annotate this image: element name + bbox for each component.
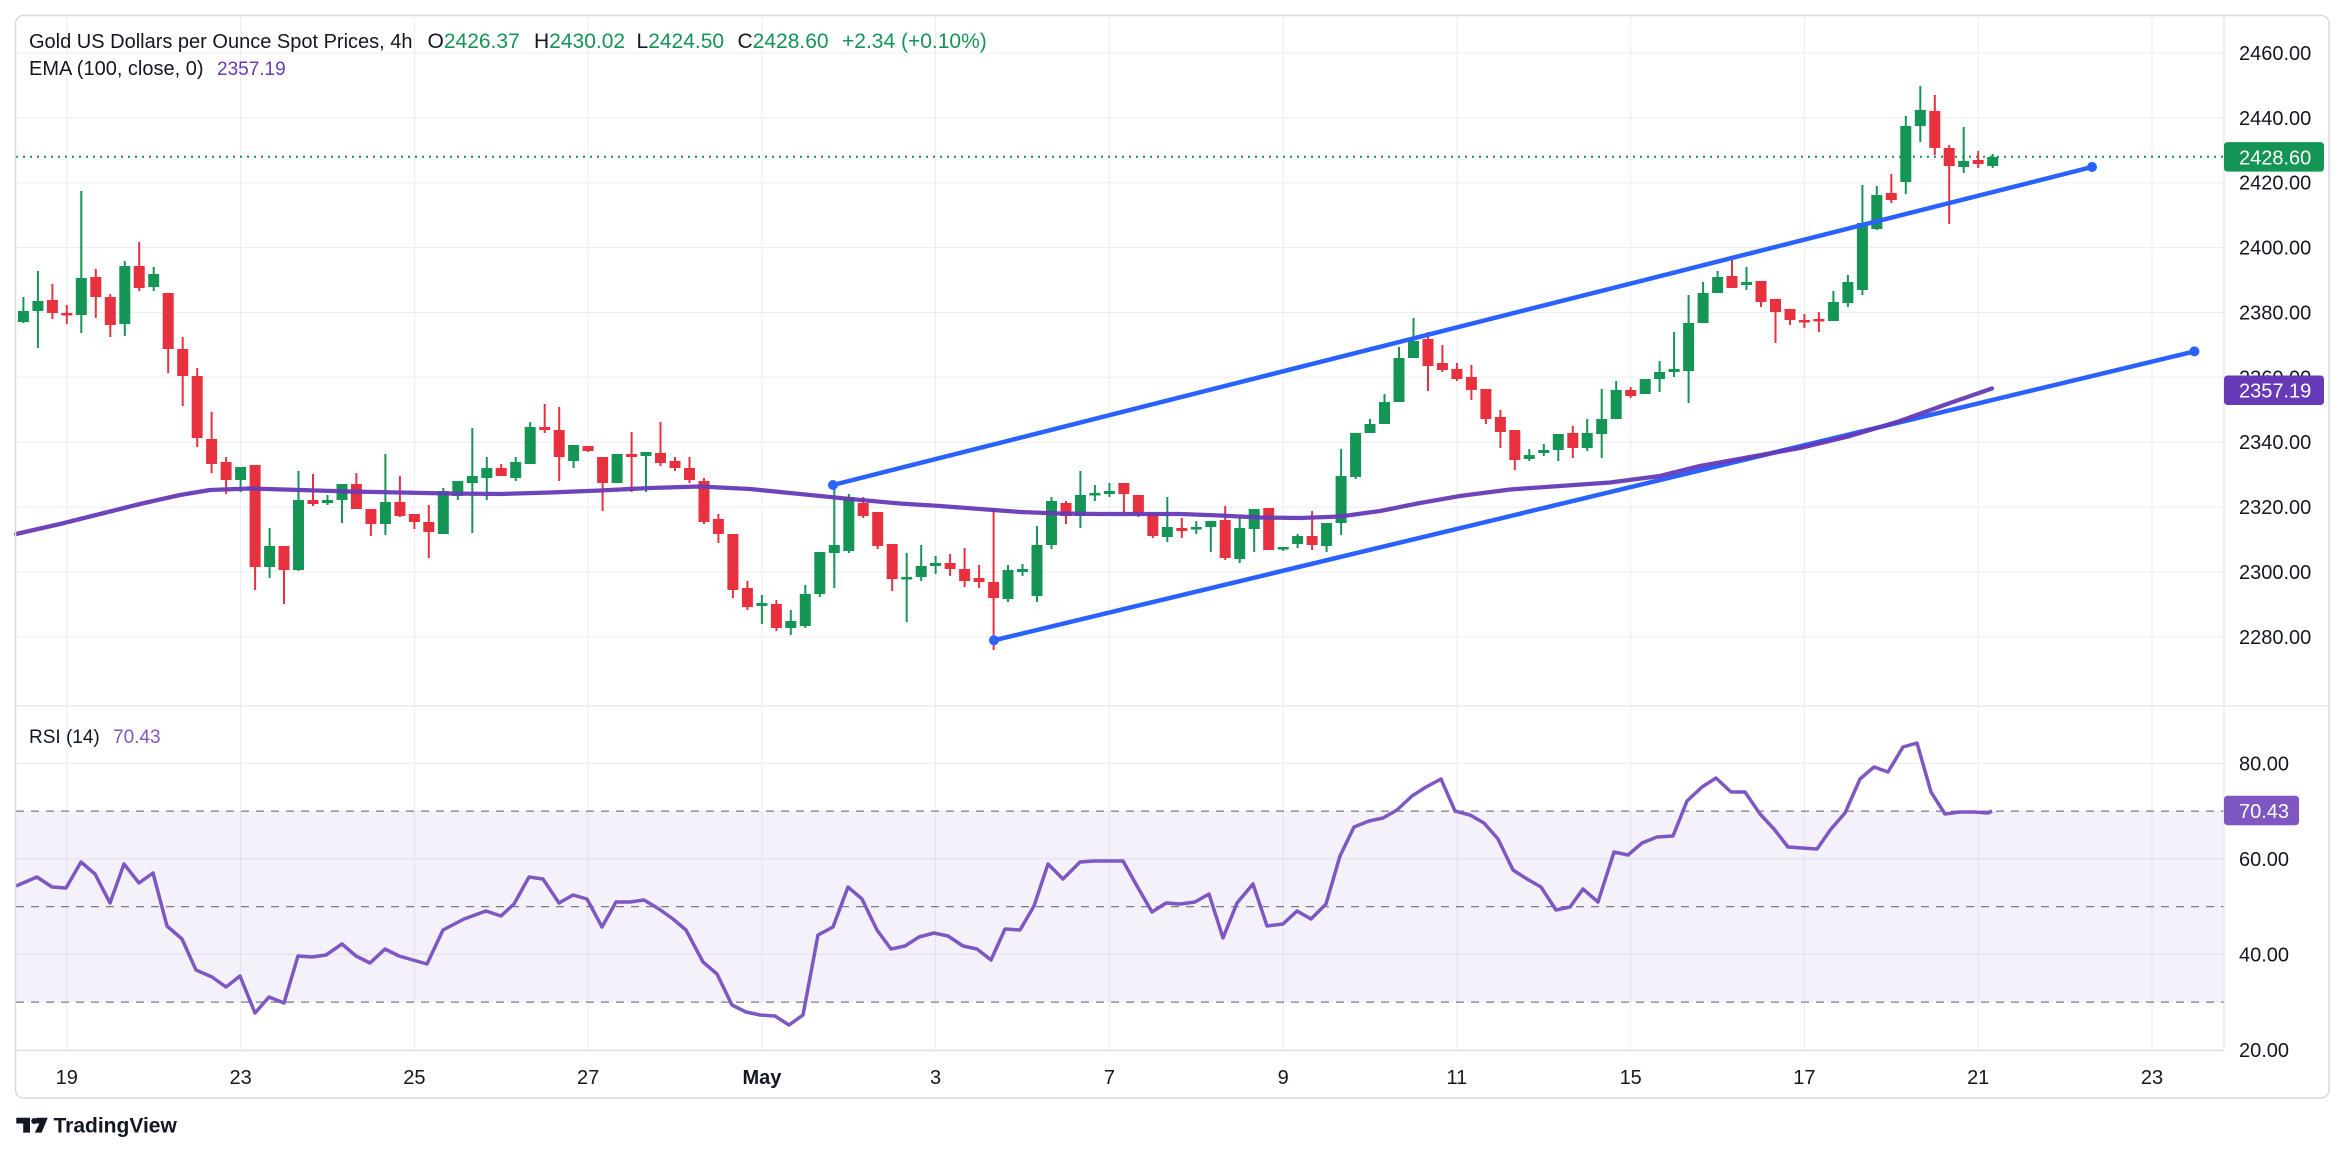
svg-text:O2426.37: O2426.37 [428,30,520,53]
svg-text:19: 19 [56,1067,78,1089]
svg-text:2280.00: 2280.00 [2239,627,2311,649]
svg-text:23: 23 [229,1067,251,1089]
svg-text:9: 9 [1278,1067,1289,1089]
svg-text:27: 27 [577,1067,599,1089]
svg-text:2300.00: 2300.00 [2239,562,2311,584]
svg-text:40.00: 40.00 [2239,944,2289,966]
svg-text:80.00: 80.00 [2239,753,2289,775]
svg-text:23: 23 [2141,1067,2163,1089]
svg-text:2460.00: 2460.00 [2239,43,2311,65]
svg-text:2380.00: 2380.00 [2239,302,2311,324]
svg-text:2400.00: 2400.00 [2239,238,2311,260]
svg-text:EMA (100, close, 0): EMA (100, close, 0) [29,58,204,80]
svg-text:2440.00: 2440.00 [2239,108,2311,130]
svg-text:Gold US Dollars per Ounce Spot: Gold US Dollars per Ounce Spot Prices, 4… [29,31,413,53]
svg-text:RSI (14): RSI (14) [29,727,100,748]
svg-text:2420.00: 2420.00 [2239,173,2311,195]
svg-text:2357.19: 2357.19 [2239,381,2311,403]
svg-text:H2430.02: H2430.02 [534,30,625,53]
svg-text:21: 21 [1967,1067,1989,1089]
svg-text:2320.00: 2320.00 [2239,497,2311,519]
svg-text:May: May [742,1067,782,1089]
svg-text:60.00: 60.00 [2239,849,2289,871]
svg-text:C2428.60: C2428.60 [738,30,829,53]
svg-text:2340.00: 2340.00 [2239,432,2311,454]
svg-text:70.43: 70.43 [113,727,161,748]
svg-text:3: 3 [930,1067,941,1089]
svg-text:20.00: 20.00 [2239,1040,2289,1062]
svg-text:TradingView: TradingView [54,1114,178,1137]
svg-text:L2424.50: L2424.50 [637,30,725,53]
svg-text:11: 11 [1447,1067,1468,1089]
svg-text:+2.34 (+0.10%): +2.34 (+0.10%) [842,30,987,53]
svg-text:17: 17 [1793,1067,1815,1089]
svg-text:7: 7 [1104,1067,1115,1089]
svg-text:25: 25 [403,1067,425,1089]
svg-text:2428.60: 2428.60 [2239,147,2311,169]
svg-text:2357.19: 2357.19 [217,59,286,80]
svg-text:15: 15 [1620,1067,1642,1089]
svg-text:70.43: 70.43 [2239,801,2289,823]
